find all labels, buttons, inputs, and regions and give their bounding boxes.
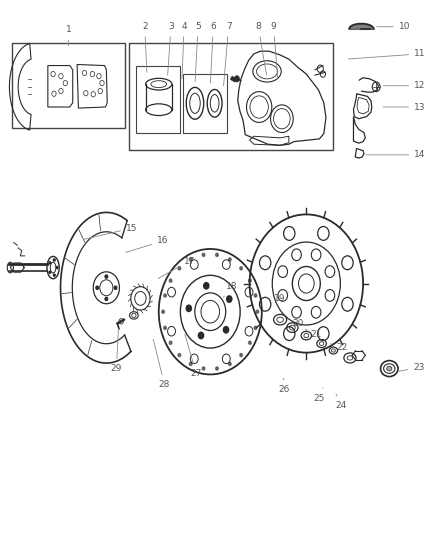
Circle shape (234, 76, 240, 82)
Circle shape (49, 262, 51, 264)
Circle shape (53, 274, 55, 276)
Circle shape (53, 259, 55, 261)
Circle shape (96, 286, 99, 289)
Text: 26: 26 (279, 378, 290, 394)
Text: 4: 4 (181, 22, 187, 79)
Circle shape (202, 253, 205, 256)
Circle shape (189, 258, 192, 261)
Circle shape (105, 297, 108, 301)
Text: 14: 14 (366, 150, 426, 159)
Text: 6: 6 (210, 22, 216, 83)
Circle shape (226, 296, 232, 302)
Circle shape (114, 286, 117, 289)
Circle shape (49, 271, 51, 273)
Circle shape (249, 279, 251, 282)
Circle shape (56, 266, 58, 269)
Text: 23: 23 (399, 363, 425, 372)
Text: 21: 21 (305, 329, 321, 339)
Text: 12: 12 (383, 81, 426, 90)
Circle shape (204, 282, 209, 289)
Circle shape (178, 353, 181, 357)
Circle shape (256, 310, 259, 313)
Circle shape (170, 279, 172, 282)
Circle shape (254, 326, 257, 329)
Ellipse shape (387, 366, 392, 371)
Circle shape (170, 341, 172, 344)
Text: 3: 3 (168, 22, 174, 75)
Text: 11: 11 (348, 50, 426, 59)
Text: 5: 5 (195, 22, 201, 82)
Circle shape (189, 362, 192, 366)
Text: 15: 15 (84, 224, 138, 239)
Text: 18: 18 (223, 282, 238, 297)
Text: 19: 19 (274, 292, 289, 303)
Circle shape (164, 294, 166, 297)
Circle shape (223, 327, 229, 333)
Circle shape (249, 341, 251, 344)
Bar (130, 43, 332, 150)
Bar (183, 74, 227, 133)
Text: 1: 1 (66, 26, 71, 46)
Text: 9: 9 (271, 22, 278, 79)
Text: 22: 22 (330, 343, 348, 352)
Circle shape (215, 367, 218, 370)
Text: 24: 24 (336, 394, 347, 410)
Text: 13: 13 (383, 102, 426, 111)
Polygon shape (230, 76, 237, 82)
Circle shape (229, 362, 231, 366)
Text: 25: 25 (314, 387, 325, 403)
Bar (12, 43, 125, 128)
Bar (136, 66, 180, 133)
Circle shape (240, 353, 243, 357)
Circle shape (162, 310, 164, 313)
Circle shape (254, 294, 257, 297)
Text: 29: 29 (111, 329, 122, 373)
Text: 16: 16 (126, 237, 169, 253)
Text: 10: 10 (377, 22, 410, 31)
Text: 20: 20 (289, 319, 303, 328)
Circle shape (202, 367, 205, 370)
Text: 27: 27 (185, 334, 202, 378)
Circle shape (178, 266, 181, 270)
Circle shape (105, 275, 108, 278)
Circle shape (215, 253, 218, 256)
Text: 17: 17 (158, 257, 195, 278)
Text: 8: 8 (255, 22, 267, 75)
Circle shape (186, 305, 191, 311)
Circle shape (229, 258, 231, 261)
Text: 7: 7 (224, 22, 231, 86)
Text: 28: 28 (153, 340, 170, 389)
Circle shape (240, 266, 243, 270)
Circle shape (198, 332, 204, 338)
Circle shape (164, 326, 166, 329)
Text: 2: 2 (142, 22, 148, 72)
